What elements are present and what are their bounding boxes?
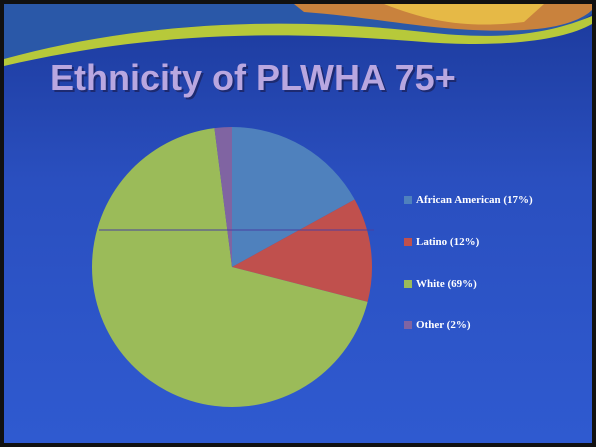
chart-title: Ethnicity of PLWHA 75+ [50,57,456,98]
legend-label: African American (17%) [416,194,536,207]
slide: Ethnicity of PLWHA 75+ Ethnicity of PLWH… [0,0,596,447]
pie [92,127,372,407]
legend-entry: Other (2%) [404,319,554,332]
legend-entry: White (69%) [404,278,554,291]
legend-swatch [404,280,412,288]
chart: Ethnicity of PLWHA 75+ Ethnicity of PLWH… [4,4,592,443]
legend-label: Other (2%) [416,319,536,332]
legend-swatch [404,238,412,246]
legend-label: White (69%) [416,278,536,291]
legend-swatch [404,321,412,329]
legend-swatch [404,196,412,204]
legend-entry: African American (17%) [404,194,554,207]
legend-label: Latino (12%) [416,236,536,249]
legend-entry: Latino (12%) [404,236,554,249]
